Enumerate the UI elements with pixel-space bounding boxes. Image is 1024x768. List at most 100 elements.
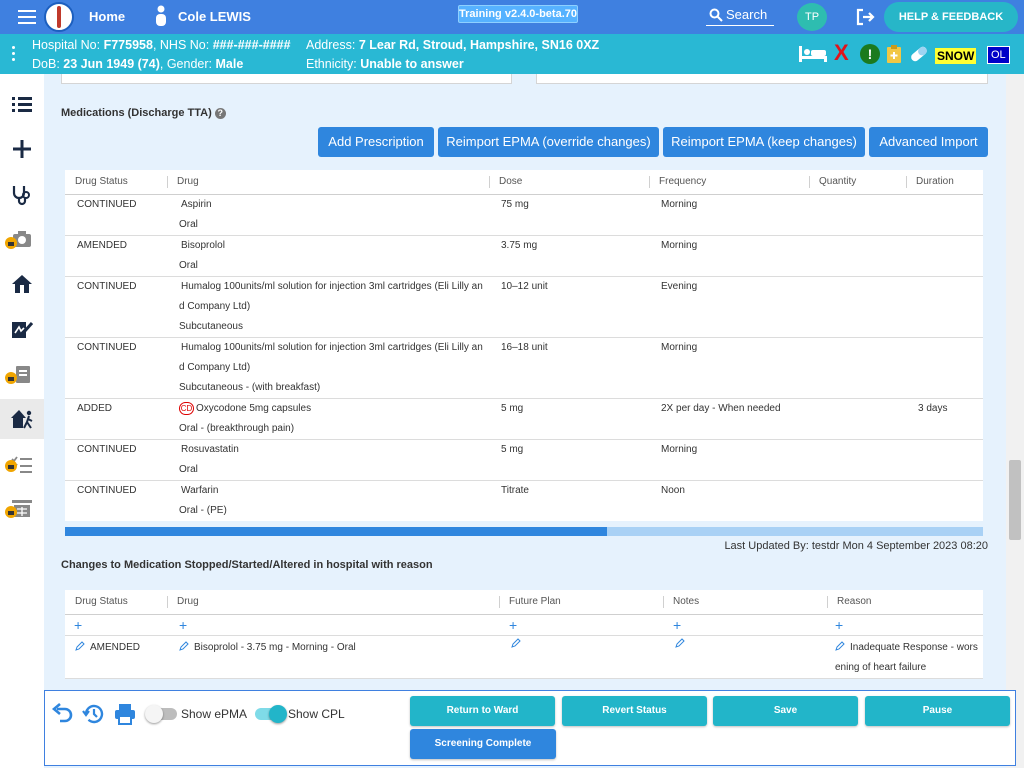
pencil-icon[interactable] bbox=[835, 640, 845, 651]
sidebar-item-checklist[interactable] bbox=[0, 444, 44, 484]
table-row[interactable]: AMENDED Bisoprolol - 3.75 mg - Morning -… bbox=[65, 635, 983, 679]
sidebar-item-clipboard[interactable] bbox=[0, 354, 44, 394]
field-stub-left[interactable] bbox=[61, 74, 512, 84]
bed-icon[interactable] bbox=[798, 44, 828, 64]
table-horizontal-scrollbar[interactable] bbox=[65, 527, 983, 536]
add-drug-button[interactable]: + bbox=[179, 616, 188, 633]
drug-duration bbox=[918, 338, 983, 358]
column-header[interactable]: Drug Status bbox=[65, 590, 167, 615]
print-icon[interactable] bbox=[114, 703, 136, 725]
column-header[interactable]: Drug Status bbox=[65, 170, 167, 195]
column-header[interactable]: Duration bbox=[906, 170, 983, 195]
more-options-icon[interactable] bbox=[12, 46, 16, 64]
pencil-icon[interactable] bbox=[511, 637, 521, 648]
column-header[interactable]: Quantity bbox=[809, 170, 906, 195]
drug-route: Subcutaneous - (with breakfast) bbox=[179, 381, 321, 393]
reimport-epma-override-button[interactable]: Reimport EPMA (override changes) bbox=[438, 127, 659, 157]
drug-description: Bisoprolol - 3.75 mg - Morning - Oral bbox=[194, 641, 356, 653]
sidebar-item-discharge[interactable] bbox=[0, 399, 44, 439]
pencil-icon[interactable] bbox=[675, 637, 685, 648]
column-header[interactable]: Future Plan bbox=[499, 590, 663, 615]
history-icon[interactable] bbox=[82, 703, 104, 725]
table-row[interactable]: CONTINUED Warfarin Oral - (PE) Titrate No… bbox=[65, 480, 983, 521]
ol-flag[interactable]: OL bbox=[987, 46, 1010, 64]
drug-duration bbox=[918, 236, 983, 256]
scrollbar-thumb[interactable] bbox=[65, 527, 607, 536]
app-logo[interactable] bbox=[44, 2, 74, 32]
sidebar-item-home[interactable] bbox=[0, 264, 44, 304]
house-icon bbox=[12, 275, 32, 293]
clipboard-plus-icon[interactable] bbox=[886, 44, 902, 64]
search-button[interactable]: Search bbox=[706, 4, 774, 26]
table-row[interactable]: CONTINUED Humalog 100units/ml solution f… bbox=[65, 276, 983, 338]
patient-name[interactable]: Cole LEWIS bbox=[178, 9, 251, 24]
table-row[interactable]: CONTINUED Humalog 100units/ml solution f… bbox=[65, 337, 983, 399]
add-row: + + + + + bbox=[65, 614, 983, 636]
return-to-ward-button[interactable]: Return to Ward bbox=[410, 696, 555, 726]
home-link[interactable]: Home bbox=[89, 9, 126, 24]
help-feedback-button[interactable]: HELP & FEEDBACK bbox=[884, 2, 1018, 32]
changes-table: Drug Status Drug Future Plan Notes Reaso… bbox=[65, 590, 983, 679]
pill-icon[interactable] bbox=[908, 44, 930, 64]
pencil-icon[interactable] bbox=[179, 640, 189, 651]
allergy-flag-icon[interactable]: X bbox=[834, 40, 849, 65]
column-header[interactable]: Notes bbox=[663, 590, 827, 615]
add-reason-button[interactable]: + bbox=[835, 616, 844, 633]
sidebar-item-add[interactable] bbox=[0, 129, 44, 169]
add-status-button[interactable]: + bbox=[74, 616, 83, 633]
lock-icon bbox=[5, 372, 17, 384]
table-row[interactable]: AMENDED Bisoprolol Oral 3.75 mg Morning bbox=[65, 235, 983, 277]
version-badge: Training v2.4.0-beta.70 bbox=[458, 5, 578, 23]
table-row[interactable]: CONTINUED Rosuvastatin Oral 5 mg Morning bbox=[65, 439, 983, 481]
drug-route: Oral bbox=[179, 259, 198, 271]
table-header-row: Drug Status Drug Dose Frequency Quantity… bbox=[65, 170, 983, 195]
patient-ids: Hospital No: F775958, NHS No: ###-###-##… bbox=[32, 38, 291, 52]
show-cpl-toggle[interactable] bbox=[255, 705, 287, 723]
save-button[interactable]: Save bbox=[713, 696, 858, 726]
page-scrollbar[interactable] bbox=[1006, 74, 1024, 768]
pencil-icon[interactable] bbox=[75, 640, 85, 651]
column-header[interactable]: Dose bbox=[489, 170, 649, 195]
sidebar-item-signature[interactable] bbox=[0, 309, 44, 349]
drug-quantity bbox=[821, 195, 906, 215]
sidebar-item-examination[interactable] bbox=[0, 174, 44, 214]
reimport-epma-keep-button[interactable]: Reimport EPMA (keep changes) bbox=[663, 127, 865, 157]
sidebar-item-calculator[interactable] bbox=[0, 488, 44, 528]
drug-frequency: 2X per day - When needed bbox=[661, 402, 781, 414]
lock-icon bbox=[5, 237, 17, 249]
add-prescription-button[interactable]: Add Prescription bbox=[318, 127, 434, 157]
drug-dose: 10–12 unit bbox=[501, 280, 548, 292]
sidebar-item-list[interactable] bbox=[0, 84, 44, 124]
avatar[interactable]: TP bbox=[797, 3, 827, 31]
left-sidebar bbox=[0, 74, 44, 768]
stethoscope-icon bbox=[12, 186, 30, 206]
logout-icon[interactable] bbox=[856, 8, 876, 26]
add-future-plan-button[interactable]: + bbox=[509, 616, 518, 633]
drug-frequency: Evening bbox=[661, 280, 698, 292]
add-notes-button[interactable]: + bbox=[673, 616, 682, 633]
pause-button[interactable]: Pause bbox=[865, 696, 1010, 726]
page-scrollbar-thumb[interactable] bbox=[1009, 460, 1021, 540]
table-row[interactable]: ADDED CD Oxycodone 5mg capsules Oral - (br… bbox=[65, 398, 983, 440]
drug-route: Oral - (breakthrough pain) bbox=[179, 422, 295, 434]
sidebar-item-camera[interactable] bbox=[0, 219, 44, 259]
snow-flag[interactable]: SNOW bbox=[935, 48, 977, 64]
drug-status: AMENDED bbox=[90, 641, 141, 653]
show-epma-toggle[interactable] bbox=[145, 705, 177, 723]
column-header[interactable]: Frequency bbox=[649, 170, 809, 195]
column-header[interactable]: Reason bbox=[827, 590, 983, 615]
help-icon[interactable]: ? bbox=[214, 108, 226, 119]
column-header[interactable]: Drug bbox=[167, 590, 499, 615]
alert-flag-icon[interactable]: ! bbox=[860, 44, 880, 64]
undo-icon[interactable] bbox=[51, 703, 73, 725]
drug-status: ADDED bbox=[77, 402, 113, 414]
screening-complete-button[interactable]: Screening Complete bbox=[410, 729, 556, 759]
revert-status-button[interactable]: Revert Status bbox=[562, 696, 707, 726]
field-stub-right[interactable] bbox=[536, 74, 988, 84]
menu-icon[interactable] bbox=[18, 10, 36, 24]
column-header[interactable]: Drug bbox=[167, 170, 489, 195]
drug-duration bbox=[918, 440, 983, 460]
last-updated: Last Updated By: testdr Mon 4 September … bbox=[724, 540, 988, 552]
table-row[interactable]: CONTINUED Aspirin Oral 75 mg Morning bbox=[65, 194, 983, 236]
advanced-import-button[interactable]: Advanced Import bbox=[869, 127, 988, 157]
